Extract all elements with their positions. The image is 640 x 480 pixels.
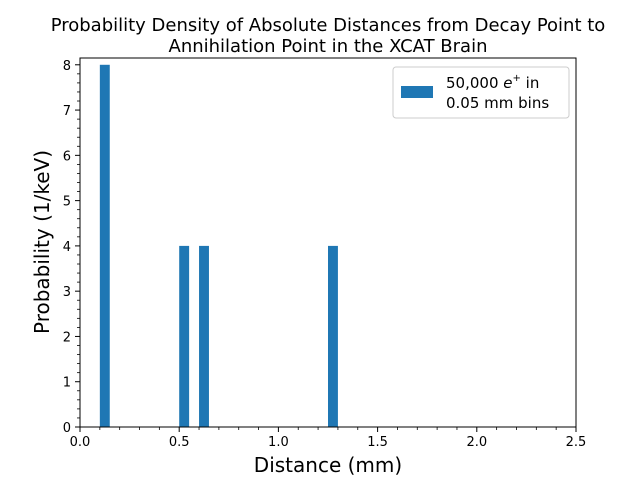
y-tick-label: 4	[63, 240, 71, 255]
x-axis-label: Distance (mm)	[254, 453, 402, 477]
chart-title-line2: Annihilation Point in the XCAT Brain	[169, 36, 488, 57]
y-tick-label: 7	[63, 104, 71, 119]
legend-label-superscript: +	[513, 73, 521, 84]
x-tick-label: 0.5	[169, 435, 190, 450]
legend: 50,000 e+ in 0.05 mm bins	[392, 66, 570, 119]
y-tick-label: 6	[63, 149, 71, 164]
histogram-bar	[199, 245, 209, 427]
y-tick-label: 3	[63, 285, 71, 300]
bars-group	[99, 64, 338, 427]
histogram-bar	[179, 245, 190, 427]
histogram-bar	[328, 245, 338, 427]
legend-label-prefix: 50,000	[446, 74, 503, 92]
x-tick-label: 2.0	[466, 435, 487, 450]
legend-swatch	[401, 86, 433, 98]
y-tick-label: 1	[63, 376, 71, 391]
x-tick-label: 2.5	[566, 435, 587, 450]
y-tick-label: 5	[63, 195, 71, 210]
y-tick-label: 0	[63, 421, 71, 436]
legend-label-line1: 50,000 e+ in	[446, 73, 539, 92]
histogram-bar	[99, 64, 110, 427]
plot-frame	[79, 57, 577, 428]
legend-label-line2: 0.05 mm bins	[446, 94, 549, 112]
chart-title-line1: Probability Density of Absolute Distance…	[51, 15, 606, 36]
x-tick-label: 0.0	[70, 435, 91, 450]
x-tick-label: 1.5	[367, 435, 388, 450]
x-axis: 0.0 0.5 1.0 1.5 2.0 2.5	[70, 427, 587, 450]
y-tick-label: 8	[63, 59, 71, 74]
x-tick-label: 1.0	[268, 435, 289, 450]
y-axis-label: Probability (1/keV)	[30, 150, 54, 334]
y-tick-label: 2	[63, 330, 71, 345]
y-axis: 0 1 2 3 4 5 6 7 8	[63, 59, 80, 436]
legend-box	[392, 66, 570, 119]
legend-label-suffix: in	[521, 74, 539, 92]
legend-label-symbol: e	[503, 74, 512, 92]
